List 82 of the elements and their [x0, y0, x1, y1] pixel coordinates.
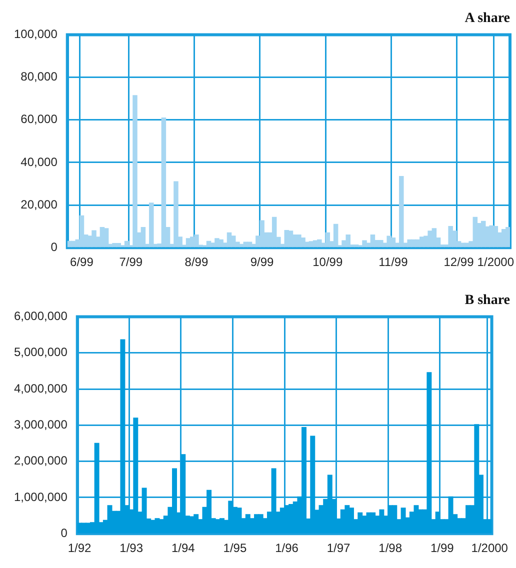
y-tick-label: 3,000,000 [14, 418, 68, 432]
bar [358, 512, 363, 534]
x-tick-label: 1/99 [430, 541, 454, 556]
bar [392, 505, 398, 534]
bar [489, 225, 494, 248]
y-tick-label: 100,000 [14, 27, 58, 42]
bar [448, 226, 453, 248]
bar [161, 117, 166, 248]
y-tick-label: 1,000,000 [14, 490, 68, 504]
x-tick-label: 12/99 [444, 255, 474, 270]
bar [174, 181, 178, 248]
bar [386, 236, 392, 248]
bar [180, 454, 186, 534]
bar [399, 176, 404, 248]
bar [317, 239, 322, 248]
y-tick-label: 4,000,000 [14, 381, 68, 396]
y-tick-label: 0 [50, 240, 58, 254]
bar [215, 519, 220, 534]
x-tick-label: 11/99 [378, 255, 408, 270]
bar [92, 230, 96, 248]
bar [487, 519, 492, 534]
bar [280, 508, 285, 534]
bar [379, 509, 384, 534]
x-tick-label: 1/2000 [471, 541, 508, 556]
bar [149, 202, 154, 248]
bar [346, 234, 350, 248]
x-tick-label: 1/92 [68, 541, 92, 556]
bar [159, 519, 164, 534]
x-tick-label: 1/97 [326, 541, 351, 556]
y-tick-label: 5,000,000 [14, 345, 68, 360]
x-tick-label: 8/99 [184, 255, 208, 270]
y-tick-label: 80,000 [20, 70, 58, 84]
bar [407, 239, 412, 248]
bar [428, 230, 432, 248]
y-tick-label: 40,000 [20, 154, 58, 169]
bar [288, 504, 294, 534]
bar [104, 228, 109, 248]
bar [344, 505, 350, 534]
bar [260, 220, 264, 248]
bar [116, 243, 121, 248]
bar [194, 514, 199, 534]
bar [272, 216, 277, 248]
x-tick-label: 1/2000 [477, 255, 514, 270]
bar [325, 232, 330, 248]
bar [250, 518, 255, 534]
bar [362, 240, 367, 248]
bar [140, 227, 146, 248]
x-tick-label: 10/99 [312, 255, 343, 270]
bar [333, 224, 338, 248]
y-tick-label: 60,000 [20, 112, 58, 126]
bar [228, 500, 234, 534]
bar [426, 372, 432, 534]
bar [310, 436, 316, 534]
bar [378, 240, 384, 248]
x-tick-label: 1/93 [120, 541, 144, 556]
bar [300, 237, 306, 248]
y-tick-label: 2,000,000 [14, 454, 68, 468]
bar [94, 442, 100, 534]
bar [133, 418, 138, 534]
x-tick-label: 1/95 [223, 541, 247, 556]
x-tick-label: 1/98 [378, 541, 402, 556]
x-tick-label: 1/94 [171, 541, 196, 556]
chart-title: B share [464, 293, 510, 308]
y-tick-label: 6,000,000 [14, 309, 68, 324]
bar [218, 239, 224, 248]
bar [194, 234, 199, 248]
bar [142, 488, 147, 534]
x-tick-label: 1/96 [275, 541, 299, 556]
x-tick-label: 6/99 [70, 255, 94, 270]
x-tick-label: 9/99 [250, 255, 274, 270]
bar [271, 468, 276, 534]
y-tick-label: 20,000 [20, 197, 58, 212]
bar [474, 424, 480, 534]
x-tick-label: 7/99 [119, 255, 143, 270]
bar [362, 516, 367, 534]
bar [506, 227, 510, 248]
chart-title: A share [464, 11, 510, 26]
bar [370, 512, 376, 534]
y-tick-label: 0 [60, 526, 68, 540]
bar [120, 339, 126, 534]
bar [414, 505, 419, 534]
bar [132, 95, 138, 248]
